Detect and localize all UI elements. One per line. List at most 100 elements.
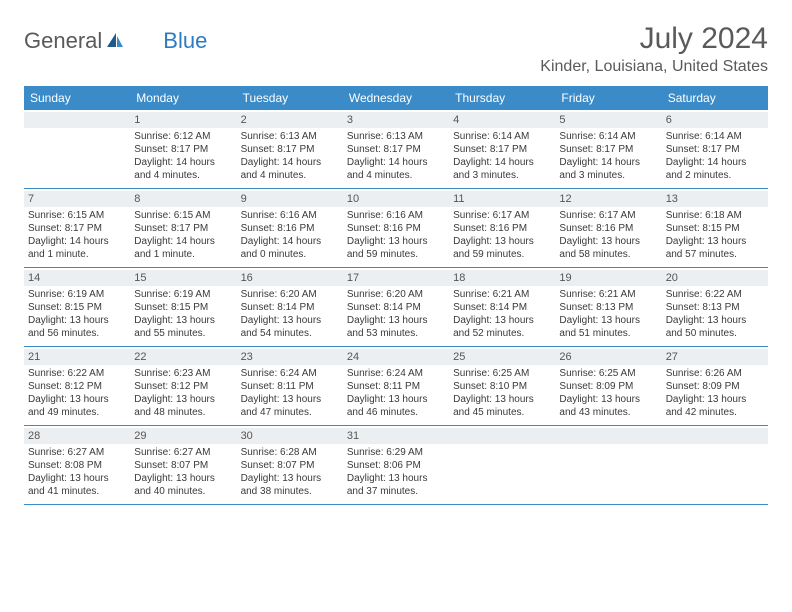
daylight-line-2: and 1 minute. <box>28 248 126 261</box>
day-number: 21 <box>24 349 130 365</box>
sunset-line: Sunset: 8:11 PM <box>347 380 445 393</box>
sunrise-line: Sunrise: 6:29 AM <box>347 446 445 459</box>
daylight-line-2: and 49 minutes. <box>28 406 126 419</box>
sunset-line: Sunset: 8:16 PM <box>453 222 551 235</box>
daylight-line-1: Daylight: 13 hours <box>453 393 551 406</box>
day-cell: 3Sunrise: 6:13 AMSunset: 8:17 PMDaylight… <box>343 110 449 188</box>
sail-icon <box>105 31 125 54</box>
daylight-line-1: Daylight: 14 hours <box>134 235 232 248</box>
sunset-line: Sunset: 8:17 PM <box>347 143 445 156</box>
day-number <box>555 428 661 444</box>
daylight-line-1: Daylight: 13 hours <box>453 314 551 327</box>
day-cell: 10Sunrise: 6:16 AMSunset: 8:16 PMDayligh… <box>343 189 449 267</box>
daylight-line-1: Daylight: 13 hours <box>666 393 764 406</box>
sunset-line: Sunset: 8:14 PM <box>453 301 551 314</box>
daylight-line-1: Daylight: 13 hours <box>28 393 126 406</box>
week-row: 7Sunrise: 6:15 AMSunset: 8:17 PMDaylight… <box>24 189 768 268</box>
day-number: 23 <box>237 349 343 365</box>
sunrise-line: Sunrise: 6:27 AM <box>134 446 232 459</box>
sunrise-line: Sunrise: 6:16 AM <box>241 209 339 222</box>
daylight-line-1: Daylight: 14 hours <box>28 235 126 248</box>
day-header: Monday <box>130 86 236 110</box>
day-header: Tuesday <box>237 86 343 110</box>
day-number: 1 <box>130 112 236 128</box>
sunrise-line: Sunrise: 6:15 AM <box>28 209 126 222</box>
day-cell: 8Sunrise: 6:15 AMSunset: 8:17 PMDaylight… <box>130 189 236 267</box>
day-number: 30 <box>237 428 343 444</box>
day-cell: 30 Sunrise: 6:28 AMSunset: 8:07 PMDayligh… <box>237 426 343 504</box>
daylight-line-1: Daylight: 13 hours <box>134 314 232 327</box>
day-cell: 7Sunrise: 6:15 AMSunset: 8:17 PMDaylight… <box>24 189 130 267</box>
sunset-line: Sunset: 8:11 PM <box>241 380 339 393</box>
sunrise-line: Sunrise: 6:15 AM <box>134 209 232 222</box>
day-number: 3 <box>343 112 449 128</box>
daylight-line-1: Daylight: 13 hours <box>241 393 339 406</box>
day-cell: 28Sunrise: 6:27 AMSunset: 8:08 PMDayligh… <box>24 426 130 504</box>
day-number: 6 <box>662 112 768 128</box>
daylight-line-2: and 38 minutes. <box>241 485 339 498</box>
sunset-line: Sunset: 8:16 PM <box>241 222 339 235</box>
daylight-line-1: Daylight: 14 hours <box>559 156 657 169</box>
sunset-line: Sunset: 8:17 PM <box>453 143 551 156</box>
weeks-container: 1Sunrise: 6:12 AMSunset: 8:17 PMDaylight… <box>24 110 768 505</box>
daylight-line-1: Daylight: 13 hours <box>453 235 551 248</box>
daylight-line-1: Daylight: 13 hours <box>666 314 764 327</box>
daylight-line-1: Daylight: 14 hours <box>666 156 764 169</box>
daylight-line-1: Daylight: 14 hours <box>347 156 445 169</box>
daylight-line-1: Daylight: 13 hours <box>347 235 445 248</box>
daylight-line-2: and 45 minutes. <box>453 406 551 419</box>
daylight-line-1: Daylight: 14 hours <box>134 156 232 169</box>
sunrise-line: Sunrise: 6:27 AM <box>28 446 126 459</box>
logo: General Blue <box>24 28 207 54</box>
day-header: Sunday <box>24 86 130 110</box>
sunrise-line: Sunrise: 6:20 AM <box>241 288 339 301</box>
day-cell: 19Sunrise: 6:21 AMSunset: 8:13 PMDayligh… <box>555 268 661 346</box>
sunset-line: Sunset: 8:15 PM <box>666 222 764 235</box>
sunset-line: Sunset: 8:13 PM <box>559 301 657 314</box>
daylight-line-2: and 57 minutes. <box>666 248 764 261</box>
day-cell: 23 Sunrise: 6:24 AMSunset: 8:11 PMDayligh… <box>237 347 343 425</box>
daylight-line-2: and 4 minutes. <box>347 169 445 182</box>
sunset-line: Sunset: 8:07 PM <box>241 459 339 472</box>
sunset-line: Sunset: 8:10 PM <box>453 380 551 393</box>
day-header-row: SundayMondayTuesdayWednesdayThursdayFrid… <box>24 86 768 110</box>
day-cell: 9Sunrise: 6:16 AMSunset: 8:16 PMDaylight… <box>237 189 343 267</box>
day-number <box>24 112 130 128</box>
week-row: 21Sunrise: 6:22 AMSunset: 8:12 PMDayligh… <box>24 347 768 426</box>
sunrise-line: Sunrise: 6:14 AM <box>666 130 764 143</box>
daylight-line-1: Daylight: 13 hours <box>347 314 445 327</box>
calendar-grid: SundayMondayTuesdayWednesdayThursdayFrid… <box>24 86 768 505</box>
sunrise-line: Sunrise: 6:22 AM <box>666 288 764 301</box>
daylight-line-2: and 46 minutes. <box>347 406 445 419</box>
sunrise-line: Sunrise: 6:13 AM <box>241 130 339 143</box>
daylight-line-1: Daylight: 13 hours <box>666 235 764 248</box>
daylight-line-2: and 50 minutes. <box>666 327 764 340</box>
sunset-line: Sunset: 8:17 PM <box>241 143 339 156</box>
day-number: 2 <box>237 112 343 128</box>
daylight-line-2: and 55 minutes. <box>134 327 232 340</box>
day-cell: 27Sunrise: 6:26 AMSunset: 8:09 PMDayligh… <box>662 347 768 425</box>
day-header: Thursday <box>449 86 555 110</box>
sunrise-line: Sunrise: 6:24 AM <box>241 367 339 380</box>
daylight-line-1: Daylight: 13 hours <box>241 472 339 485</box>
daylight-line-2: and 4 minutes. <box>134 169 232 182</box>
daylight-line-1: Daylight: 13 hours <box>559 314 657 327</box>
day-cell: 4Sunrise: 6:14 AMSunset: 8:17 PMDaylight… <box>449 110 555 188</box>
sunrise-line: Sunrise: 6:28 AM <box>241 446 339 459</box>
daylight-line-1: Daylight: 13 hours <box>28 314 126 327</box>
week-row: 14Sunrise: 6:19 AMSunset: 8:15 PMDayligh… <box>24 268 768 347</box>
daylight-line-1: Daylight: 13 hours <box>559 393 657 406</box>
day-cell: 6Sunrise: 6:14 AMSunset: 8:17 PMDaylight… <box>662 110 768 188</box>
logo-text-2: Blue <box>163 28 207 54</box>
sunset-line: Sunset: 8:14 PM <box>347 301 445 314</box>
daylight-line-2: and 59 minutes. <box>453 248 551 261</box>
sunset-line: Sunset: 8:17 PM <box>134 222 232 235</box>
day-number: 26 <box>555 349 661 365</box>
day-cell: 2Sunrise: 6:13 AMSunset: 8:17 PMDaylight… <box>237 110 343 188</box>
day-cell <box>662 426 768 504</box>
sunset-line: Sunset: 8:16 PM <box>559 222 657 235</box>
daylight-line-1: Daylight: 13 hours <box>347 393 445 406</box>
day-cell: 31Sunrise: 6:29 AMSunset: 8:06 PMDayligh… <box>343 426 449 504</box>
day-number: 14 <box>24 270 130 286</box>
daylight-line-1: Daylight: 13 hours <box>134 393 232 406</box>
